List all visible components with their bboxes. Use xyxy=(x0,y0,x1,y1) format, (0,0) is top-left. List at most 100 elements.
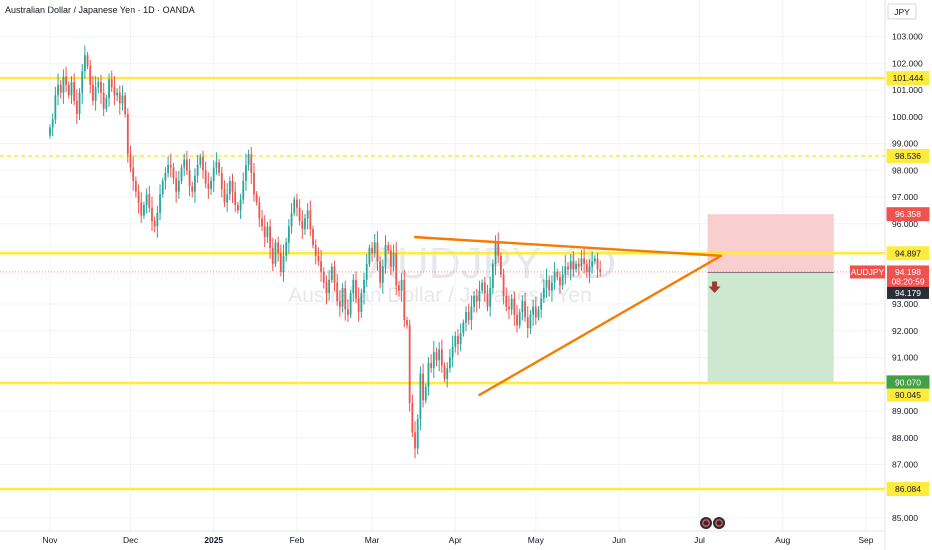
candle-body xyxy=(231,180,234,192)
candle-body xyxy=(537,309,540,318)
candle-body xyxy=(548,279,551,291)
price-axis[interactable]: 103.000 102.000 101.000 100.000 99.000 98.000… xyxy=(892,32,923,524)
candle-body xyxy=(347,309,349,315)
candle-body xyxy=(306,210,309,219)
candle-body xyxy=(51,119,54,128)
candle-body xyxy=(59,84,62,93)
candle-body xyxy=(363,279,365,294)
candle-body xyxy=(202,156,204,171)
candle-body xyxy=(559,277,561,286)
candle-body xyxy=(534,306,537,318)
currency-button[interactable] xyxy=(887,3,917,20)
price-tag-label: 86.084 xyxy=(895,484,921,494)
candle-body xyxy=(293,199,296,214)
entry-tag xyxy=(887,286,929,299)
candle-body xyxy=(266,226,269,238)
candle-body xyxy=(330,266,333,280)
candle-body xyxy=(113,87,116,96)
candle-body xyxy=(526,317,529,329)
candle-body xyxy=(438,349,441,361)
economic-events-icon[interactable] xyxy=(700,517,725,529)
candle-body xyxy=(269,226,271,248)
candle-body xyxy=(467,312,470,321)
candle-body xyxy=(491,263,494,288)
y-tick-label: 101.000 xyxy=(892,85,923,95)
candle-body xyxy=(140,202,143,216)
candle-body xyxy=(164,172,167,181)
y-tick-label: 89.000 xyxy=(892,406,918,416)
currency-label: JPY xyxy=(894,7,910,17)
candle-body xyxy=(83,55,86,72)
candle-body xyxy=(505,295,508,307)
candle-body xyxy=(180,167,183,181)
y-tick-label: 99.000 xyxy=(892,139,918,149)
candle-body xyxy=(387,245,390,251)
take-profit-zone xyxy=(707,272,834,383)
x-tick-label: Jul xyxy=(694,535,705,545)
candle-body xyxy=(518,312,521,326)
candle-body xyxy=(521,301,524,313)
candle-body xyxy=(183,159,186,168)
trendline xyxy=(478,254,723,397)
trendline xyxy=(413,235,723,258)
candle-body xyxy=(263,226,266,238)
stop-loss-zone xyxy=(707,214,834,273)
candle-body xyxy=(416,419,419,449)
candle-body xyxy=(561,274,564,286)
candle-body xyxy=(389,250,392,267)
candle-body xyxy=(100,81,102,93)
candle-body xyxy=(143,205,145,216)
candle-body xyxy=(314,245,317,256)
candle-body xyxy=(459,333,462,345)
candle-body xyxy=(400,279,403,291)
x-tick-label: Apr xyxy=(449,535,462,545)
candle-body xyxy=(585,263,588,272)
candle-body xyxy=(575,263,577,270)
candle-body xyxy=(116,92,118,96)
candle-body xyxy=(470,306,473,321)
candle-body xyxy=(379,261,382,283)
candle-body xyxy=(376,242,379,262)
candle-body xyxy=(392,253,395,267)
candle-body xyxy=(502,274,505,296)
candle-body xyxy=(336,282,339,302)
time-axis[interactable]: Nov Dec 2025 Feb Mar Apr May Jun Jul Aug Sep xyxy=(42,535,873,545)
candle-body xyxy=(357,298,360,313)
candle-body xyxy=(419,373,422,420)
candle-body xyxy=(126,114,129,155)
y-tick-label: 91.000 xyxy=(892,353,918,363)
candle-body xyxy=(196,164,199,176)
candle-body xyxy=(215,162,218,168)
candle-body xyxy=(226,194,229,203)
candle-body xyxy=(349,293,352,315)
price-tag xyxy=(886,246,930,261)
candle-body xyxy=(572,261,575,270)
candle-body xyxy=(242,180,245,200)
candle-body xyxy=(542,287,545,299)
candle-body xyxy=(97,81,100,88)
candle-body xyxy=(322,271,325,283)
candles xyxy=(49,45,602,459)
y-tick-label: 88.000 xyxy=(892,433,918,443)
price-tag xyxy=(886,148,930,163)
price-tag-label: 90.045 xyxy=(895,390,921,400)
candle-body xyxy=(156,213,159,227)
candle-body xyxy=(282,255,285,272)
candle-body xyxy=(212,167,215,181)
candle-body xyxy=(287,226,290,243)
candle-body xyxy=(465,312,467,323)
candle-body xyxy=(580,258,583,267)
candle-body xyxy=(279,253,282,272)
candle-body xyxy=(245,164,247,181)
countdown-label: 08:20:59 xyxy=(891,276,924,286)
candle-body xyxy=(414,432,416,449)
y-tick-label: 103.000 xyxy=(892,32,923,42)
candle-body xyxy=(194,175,196,192)
candle-body xyxy=(427,362,430,387)
candle-body xyxy=(250,154,253,173)
candle-body xyxy=(312,229,314,246)
trendlines xyxy=(413,235,723,397)
candle-body xyxy=(191,186,194,192)
candle-body xyxy=(516,314,518,326)
